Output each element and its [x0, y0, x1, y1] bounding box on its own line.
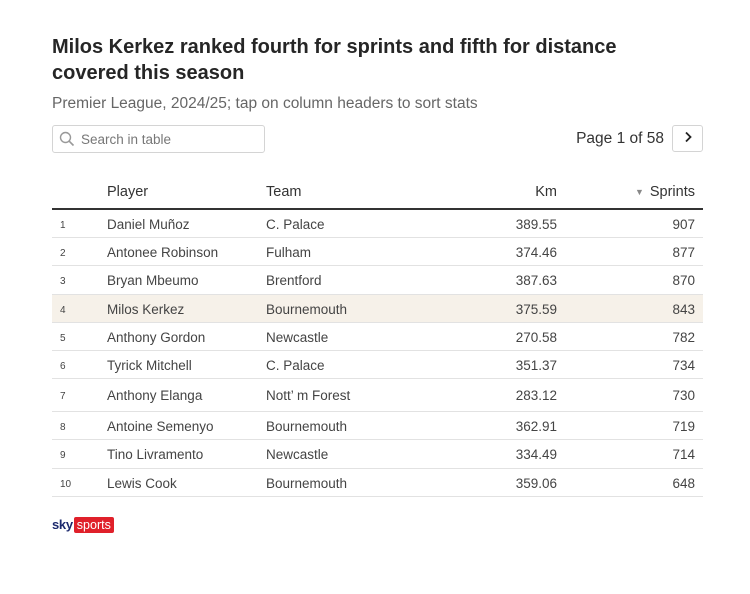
cell-player: Bryan Mbeumo — [107, 273, 199, 289]
cell-player: Lewis Cook — [107, 475, 177, 491]
cell-sprints: 648 — [672, 475, 695, 491]
cell-sprints: 870 — [672, 273, 695, 289]
next-page-button[interactable] — [672, 125, 703, 152]
cell-team: C. Palace — [266, 217, 325, 232]
cell-team: Brentford — [266, 273, 322, 289]
logo-sky-text: sky — [52, 517, 73, 532]
column-header-sprints[interactable]: ▼ Sprints — [635, 184, 695, 200]
pagination-label: Page 1 of 58 — [576, 130, 664, 147]
table-header: Player Team Km ▼ Sprints — [52, 176, 703, 210]
sort-descending-icon: ▼ — [634, 187, 644, 197]
table-row: 4 Milos Kerkez Bournemouth 375.59 843 — [52, 294, 703, 323]
cell-player: Antoine Semenyo — [107, 419, 214, 435]
cell-player: Daniel Muñoz — [107, 217, 190, 232]
table-row: 9 Tino Livramento Newcastle 334.49 714 — [52, 440, 703, 469]
table-row: 5 Anthony Gordon Newcastle 270.58 782 — [52, 323, 703, 351]
cell-player: Antonee Robinson — [107, 245, 219, 261]
cell-rank: 2 — [60, 248, 66, 260]
cell-player: Anthony Elanga — [107, 388, 203, 404]
search-box[interactable] — [52, 125, 265, 153]
cell-sprints: 782 — [672, 329, 695, 345]
table-row: 2 Antonee Robinson Fulham 374.46 877 — [52, 238, 703, 267]
cell-player: Tino Livramento — [107, 447, 204, 463]
table-row: 3 Bryan Mbeumo Brentford 387.63 870 — [52, 266, 703, 295]
cell-sprints: 877 — [672, 245, 695, 261]
cell-team: Newcastle — [266, 447, 329, 463]
cell-km: 351.37 — [515, 357, 557, 373]
cell-team: C. Palace — [266, 357, 325, 373]
cell-rank: 3 — [60, 276, 66, 288]
table-row: 8 Antoine Semenyo Bournemouth 362.91 719 — [52, 412, 703, 441]
cell-team: Newcastle — [266, 329, 329, 345]
cell-sprints: 714 — [672, 447, 695, 463]
cell-sprints: 730 — [672, 388, 695, 404]
cell-rank: 10 — [60, 478, 72, 490]
cell-sprints: 907 — [672, 217, 695, 232]
cell-km: 283.12 — [515, 388, 557, 404]
cell-km: 375.59 — [515, 301, 557, 317]
sky-sports-logo: sky sports — [52, 516, 114, 533]
cell-km: 374.46 — [515, 245, 557, 261]
cell-km: 270.58 — [515, 329, 557, 345]
logo-sports-text: sports — [73, 516, 114, 533]
cell-rank: 4 — [60, 304, 66, 316]
search-input[interactable] — [81, 131, 251, 147]
chevron-right-icon — [683, 130, 693, 148]
stats-table: Player Team Km ▼ Sprints 1 Daniel Muñoz C.… — [52, 176, 703, 497]
cell-rank: 6 — [60, 360, 66, 372]
cell-team: Bournemouth — [266, 475, 348, 491]
table-row: 10 Lewis Cook Bournemouth 359.06 648 — [52, 469, 703, 497]
page-subtitle: Premier League, 2024/25; tap on column h… — [52, 95, 478, 112]
search-icon — [53, 126, 81, 152]
cell-km: 387.63 — [515, 273, 557, 289]
cell-km: 334.49 — [515, 447, 557, 463]
table-body: 1 Daniel Muñoz C. Palace 389.55 907 2 Antonee … — [52, 210, 703, 497]
cell-team: Nott’ m Forest — [266, 388, 351, 404]
cell-team: Fulham — [266, 245, 312, 261]
page-title: Milos Kerkez ranked fourth for sprints a… — [52, 36, 617, 84]
table-row: 6 Tyrick Mitchell C. Palace 351.37 734 — [52, 351, 703, 380]
cell-player: Anthony Gordon — [107, 329, 206, 345]
cell-sprints: 843 — [672, 301, 695, 317]
table-row: 7 Anthony Elanga Nott’ m Forest 283.12 730 — [52, 379, 703, 413]
cell-team: Bournemouth — [266, 301, 348, 317]
cell-km: 362.91 — [515, 419, 557, 435]
cell-player: Tyrick Mitchell — [107, 357, 192, 373]
cell-rank: 9 — [60, 450, 66, 462]
cell-km: 389.55 — [515, 217, 557, 232]
cell-rank: 7 — [60, 391, 66, 403]
column-header-team[interactable]: Team — [266, 184, 302, 200]
cell-sprints: 719 — [672, 419, 695, 435]
column-header-player[interactable]: Player — [107, 184, 149, 200]
cell-player: Milos Kerkez — [107, 301, 185, 317]
cell-rank: 1 — [60, 220, 66, 231]
table-row: 1 Daniel Muñoz C. Palace 389.55 907 — [52, 210, 703, 239]
cell-km: 359.06 — [515, 475, 557, 491]
cell-sprints: 734 — [672, 357, 695, 373]
cell-rank: 8 — [60, 422, 66, 434]
cell-rank: 5 — [60, 332, 66, 344]
column-header-km[interactable]: Km — [535, 184, 557, 200]
cell-team: Bournemouth — [266, 419, 348, 435]
column-header-sprints-label: Sprints — [649, 184, 695, 200]
